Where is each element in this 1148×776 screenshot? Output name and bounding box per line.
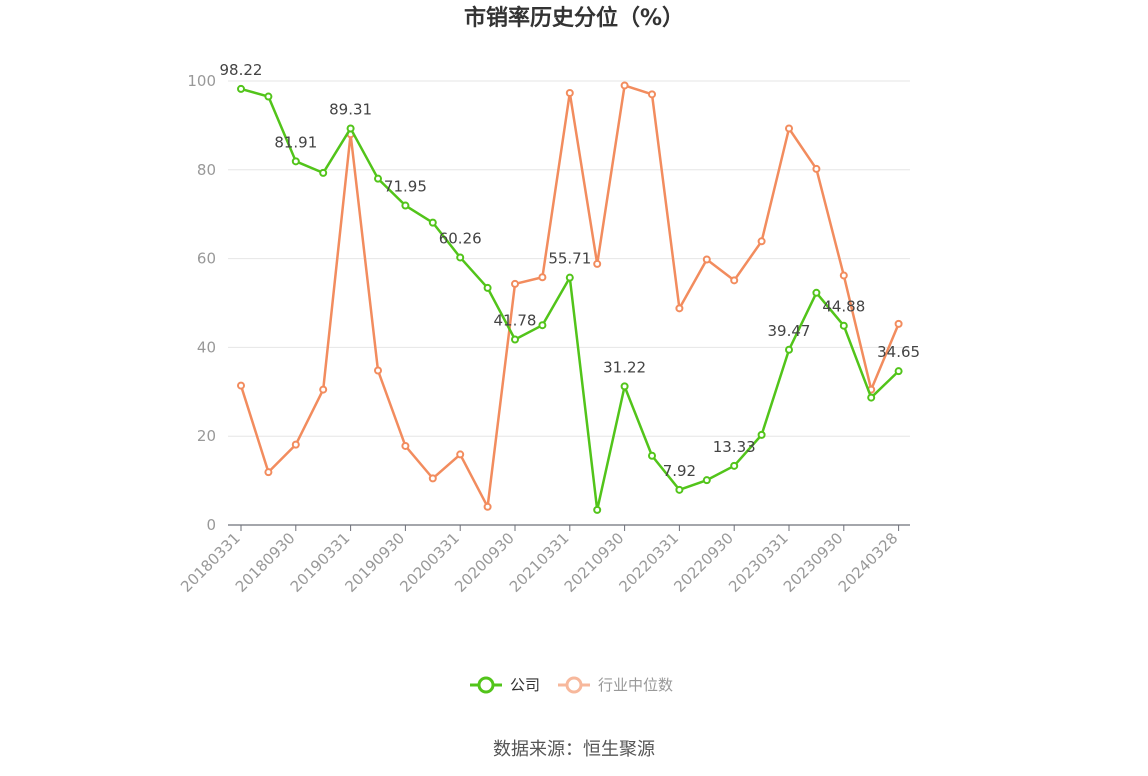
data-point <box>702 255 711 264</box>
data-point <box>401 201 410 210</box>
x-axis: 2018033120180930201903312019093020200331… <box>177 524 910 596</box>
y-tick-label: 80 <box>197 161 216 179</box>
y-tick-label: 100 <box>187 72 216 90</box>
data-point <box>511 279 519 288</box>
data-point <box>730 276 739 285</box>
data-labels: 98.22 81.91 89.31 71.95 60.26 41.78 55.71 31.22… <box>220 61 921 480</box>
data-point <box>291 157 300 166</box>
data-point <box>511 335 519 344</box>
data-label: 89.31 <box>329 100 372 118</box>
data-point <box>675 485 684 494</box>
data-label: 13.33 <box>713 438 756 456</box>
grid-lines <box>228 80 910 437</box>
series-line <box>239 84 900 509</box>
data-source: 数据来源：恒生聚源 <box>493 739 655 760</box>
data-point <box>894 319 903 328</box>
data-point <box>456 450 465 459</box>
data-point <box>374 366 382 375</box>
legend-item-industry[interactable]: 行业中位数 <box>558 676 673 694</box>
data-point <box>538 321 547 330</box>
y-tick-label: 20 <box>197 427 216 445</box>
data-point <box>346 124 355 133</box>
data-point <box>785 345 793 354</box>
data-point <box>757 430 766 439</box>
data-label: 81.91 <box>274 133 317 151</box>
data-point <box>565 88 574 97</box>
data-point <box>675 304 684 313</box>
data-point <box>483 502 492 511</box>
data-point <box>428 474 437 483</box>
data-label: 39.47 <box>768 322 811 340</box>
legend-label-industry: 行业中位数 <box>598 676 673 694</box>
data-point <box>593 259 602 268</box>
data-point <box>264 92 273 101</box>
data-point <box>237 381 245 390</box>
legend-marker-industry <box>565 676 583 694</box>
series-company <box>237 84 903 514</box>
data-label: 31.22 <box>603 358 646 376</box>
data-point <box>538 273 547 282</box>
data-point <box>812 288 821 297</box>
data-label: 44.88 <box>822 298 865 316</box>
x-tick-label: 20240328 <box>835 529 902 596</box>
chart-title: 市销率历史分位（%） <box>464 5 684 31</box>
series-layer <box>237 81 903 514</box>
data-point <box>483 283 492 292</box>
data-point <box>648 451 656 460</box>
data-point <box>264 468 273 477</box>
data-point <box>730 461 739 470</box>
data-point <box>702 476 711 485</box>
data-point <box>839 271 848 280</box>
data-label: 55.71 <box>548 250 591 268</box>
data-point <box>757 237 766 246</box>
data-point <box>456 253 465 262</box>
data-point <box>785 124 793 133</box>
data-label: 41.78 <box>494 311 537 329</box>
data-point <box>401 441 410 450</box>
data-label: 98.22 <box>220 61 263 79</box>
y-tick-label: 0 <box>206 516 216 534</box>
data-point <box>867 393 876 402</box>
series-industry-median <box>237 81 903 511</box>
series-line <box>240 87 900 512</box>
data-point <box>620 81 629 90</box>
legend-item-company[interactable]: 公司 <box>470 676 540 694</box>
data-point <box>565 273 574 282</box>
data-point <box>428 218 437 227</box>
data-point <box>839 321 848 330</box>
data-point <box>620 382 629 391</box>
legend-label-company: 公司 <box>510 676 540 694</box>
data-label: 60.26 <box>439 229 482 247</box>
data-point <box>237 84 245 93</box>
y-tick-label: 60 <box>197 250 216 268</box>
data-label: 34.65 <box>877 343 920 361</box>
y-tick-label: 40 <box>197 338 216 356</box>
legend: 公司 行业中位数 <box>470 676 673 694</box>
data-point <box>593 505 602 514</box>
legend-marker-company <box>477 676 495 694</box>
y-axis-ticks: 0 20 40 60 80 100 <box>187 72 216 534</box>
data-point <box>812 164 821 173</box>
data-point <box>319 385 328 394</box>
data-point <box>894 367 903 376</box>
data-point <box>291 440 300 449</box>
data-point <box>319 168 328 177</box>
data-label: 7.92 <box>663 462 696 480</box>
data-point <box>648 90 656 99</box>
data-point <box>374 174 382 183</box>
data-label: 71.95 <box>384 178 427 196</box>
